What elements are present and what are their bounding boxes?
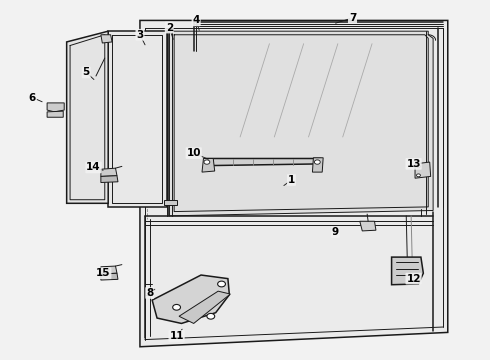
Text: 6: 6 bbox=[29, 93, 36, 103]
Polygon shape bbox=[392, 257, 423, 285]
Circle shape bbox=[204, 160, 210, 164]
Polygon shape bbox=[164, 200, 176, 205]
Polygon shape bbox=[101, 266, 117, 274]
Polygon shape bbox=[205, 158, 322, 166]
Text: 4: 4 bbox=[193, 15, 200, 26]
Text: 7: 7 bbox=[349, 13, 356, 23]
Circle shape bbox=[416, 174, 420, 177]
Polygon shape bbox=[47, 111, 63, 117]
Polygon shape bbox=[67, 31, 108, 203]
Polygon shape bbox=[140, 21, 448, 347]
Polygon shape bbox=[202, 158, 215, 172]
Polygon shape bbox=[108, 31, 167, 207]
Text: 5: 5 bbox=[83, 67, 90, 77]
Circle shape bbox=[207, 314, 215, 319]
Polygon shape bbox=[169, 31, 433, 216]
Text: 12: 12 bbox=[406, 274, 421, 284]
Text: 11: 11 bbox=[170, 331, 184, 341]
Polygon shape bbox=[101, 35, 112, 43]
Text: 14: 14 bbox=[86, 162, 101, 172]
Text: 13: 13 bbox=[406, 159, 421, 169]
Polygon shape bbox=[101, 168, 117, 176]
Polygon shape bbox=[152, 275, 229, 323]
Circle shape bbox=[172, 305, 180, 310]
Text: 10: 10 bbox=[187, 148, 201, 158]
Text: 2: 2 bbox=[166, 23, 173, 33]
Text: 1: 1 bbox=[288, 175, 295, 185]
Polygon shape bbox=[415, 162, 431, 178]
Polygon shape bbox=[360, 221, 376, 231]
Text: 15: 15 bbox=[96, 268, 111, 278]
Text: 8: 8 bbox=[146, 288, 153, 298]
Circle shape bbox=[315, 160, 320, 164]
Polygon shape bbox=[179, 291, 230, 323]
Text: 3: 3 bbox=[136, 30, 144, 40]
Polygon shape bbox=[101, 176, 118, 183]
Circle shape bbox=[416, 165, 420, 168]
Text: 9: 9 bbox=[332, 227, 339, 237]
Circle shape bbox=[218, 281, 225, 287]
Polygon shape bbox=[313, 158, 323, 172]
Polygon shape bbox=[101, 273, 118, 280]
Polygon shape bbox=[47, 103, 64, 112]
